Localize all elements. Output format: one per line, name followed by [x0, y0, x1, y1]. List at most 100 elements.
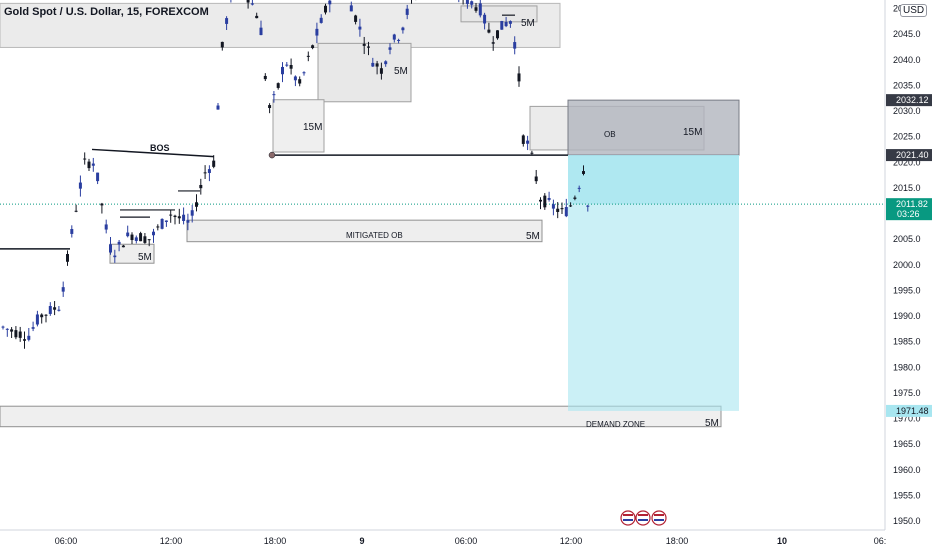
candle-body[interactable]	[207, 169, 211, 174]
candle-body[interactable]	[556, 208, 560, 212]
candle-body[interactable]	[156, 226, 160, 228]
candle-body[interactable]	[470, 1, 474, 5]
candle-body[interactable]	[478, 3, 482, 16]
candle-body[interactable]	[263, 75, 267, 80]
candle-body[interactable]	[70, 229, 74, 234]
candle-body[interactable]	[573, 197, 577, 199]
candle-body[interactable]	[362, 43, 366, 46]
candle-body[interactable]	[577, 187, 581, 189]
candle-body[interactable]	[147, 239, 151, 241]
candle-body[interactable]	[487, 29, 491, 33]
candle-body[interactable]	[302, 72, 306, 74]
candle-body[interactable]	[508, 21, 512, 24]
candle-body[interactable]	[392, 34, 396, 40]
candle-body[interactable]	[319, 17, 323, 23]
candle-body[interactable]	[40, 314, 44, 318]
candle-body[interactable]	[139, 233, 143, 242]
candle-body[interactable]	[113, 255, 117, 258]
candle-body[interactable]	[349, 5, 353, 12]
candle-body[interactable]	[130, 234, 134, 241]
candle-body[interactable]	[152, 231, 155, 236]
candle-body[interactable]	[586, 205, 590, 207]
candle-body[interactable]	[367, 46, 370, 48]
candle-body[interactable]	[547, 197, 551, 200]
candle-body[interactable]	[53, 307, 57, 310]
candle-body[interactable]	[164, 220, 168, 222]
candle-body[interactable]	[569, 205, 573, 207]
candle-body[interactable]	[216, 105, 220, 110]
candle-body[interactable]	[530, 152, 534, 154]
candle-body[interactable]	[272, 94, 276, 96]
candle-body[interactable]	[491, 42, 495, 44]
currency-badge[interactable]: USD	[900, 4, 928, 17]
candle-body[interactable]	[388, 47, 392, 50]
candle-body[interactable]	[173, 215, 177, 218]
us-flag-icon[interactable]	[620, 510, 636, 526]
candle-body[interactable]	[551, 204, 555, 209]
candle-body[interactable]	[44, 314, 48, 316]
candle-body[interactable]	[104, 224, 108, 230]
candle-body[interactable]	[384, 61, 388, 65]
candle-body[interactable]	[134, 237, 138, 241]
candle-body[interactable]	[465, 0, 469, 4]
candle-body[interactable]	[169, 214, 173, 216]
candle-body[interactable]	[358, 26, 362, 30]
candle-body[interactable]	[35, 314, 39, 325]
candle-body[interactable]	[195, 202, 198, 207]
candle-body[interactable]	[250, 3, 254, 5]
candle-body[interactable]	[48, 305, 52, 314]
candle-body[interactable]	[268, 105, 272, 109]
candle-body[interactable]	[91, 163, 95, 166]
candle-body[interactable]	[57, 309, 61, 311]
candle-body[interactable]	[126, 232, 130, 237]
price-axis-badge[interactable]	[886, 404, 932, 417]
candle-body[interactable]	[311, 45, 315, 49]
candle-body[interactable]	[190, 210, 194, 216]
candle-body[interactable]	[289, 65, 293, 69]
candle-body[interactable]	[203, 172, 207, 174]
candle-body[interactable]	[225, 18, 229, 24]
candle-body[interactable]	[31, 327, 35, 329]
candle-body[interactable]	[375, 63, 379, 67]
candle-body[interactable]	[397, 39, 401, 41]
candle-body[interactable]	[500, 21, 504, 30]
candle-body[interactable]	[526, 140, 530, 144]
candle-body[interactable]	[27, 335, 31, 340]
candle-body[interactable]	[521, 135, 525, 144]
candle-body[interactable]	[281, 66, 284, 75]
candle-body[interactable]	[517, 73, 521, 82]
candle-body[interactable]	[324, 5, 327, 13]
us-flag-icon[interactable]	[651, 510, 667, 526]
candle-body[interactable]	[371, 62, 375, 67]
candle-body[interactable]	[23, 339, 26, 341]
candle-body[interactable]	[474, 7, 478, 11]
candle-body[interactable]	[496, 30, 499, 39]
candle-body[interactable]	[117, 241, 121, 245]
candle-body[interactable]	[87, 161, 91, 169]
candle-body[interactable]	[298, 79, 302, 84]
price-axis-badge[interactable]	[886, 94, 932, 107]
candle-body[interactable]	[354, 15, 358, 22]
candle-body[interactable]	[186, 220, 190, 223]
candle-body[interactable]	[14, 330, 18, 338]
candle-body[interactable]	[212, 160, 216, 167]
candle-body[interactable]	[160, 218, 164, 229]
candle-body[interactable]	[315, 28, 319, 36]
candle-body[interactable]	[285, 64, 289, 66]
candle-body[interactable]	[61, 287, 65, 292]
candle-body[interactable]	[83, 158, 87, 160]
candle-body[interactable]	[220, 41, 224, 48]
candle-body[interactable]	[1, 326, 5, 328]
candle-body[interactable]	[246, 0, 250, 3]
candle-body[interactable]	[276, 83, 280, 88]
candle-body[interactable]	[405, 8, 409, 15]
entry-marker[interactable]	[268, 151, 276, 159]
candle-body[interactable]	[539, 199, 542, 202]
candle-body[interactable]	[18, 331, 22, 338]
candle-body[interactable]	[564, 207, 568, 217]
candle-body[interactable]	[66, 254, 69, 262]
candle-body[interactable]	[379, 68, 383, 74]
candle-body[interactable]	[74, 210, 78, 212]
